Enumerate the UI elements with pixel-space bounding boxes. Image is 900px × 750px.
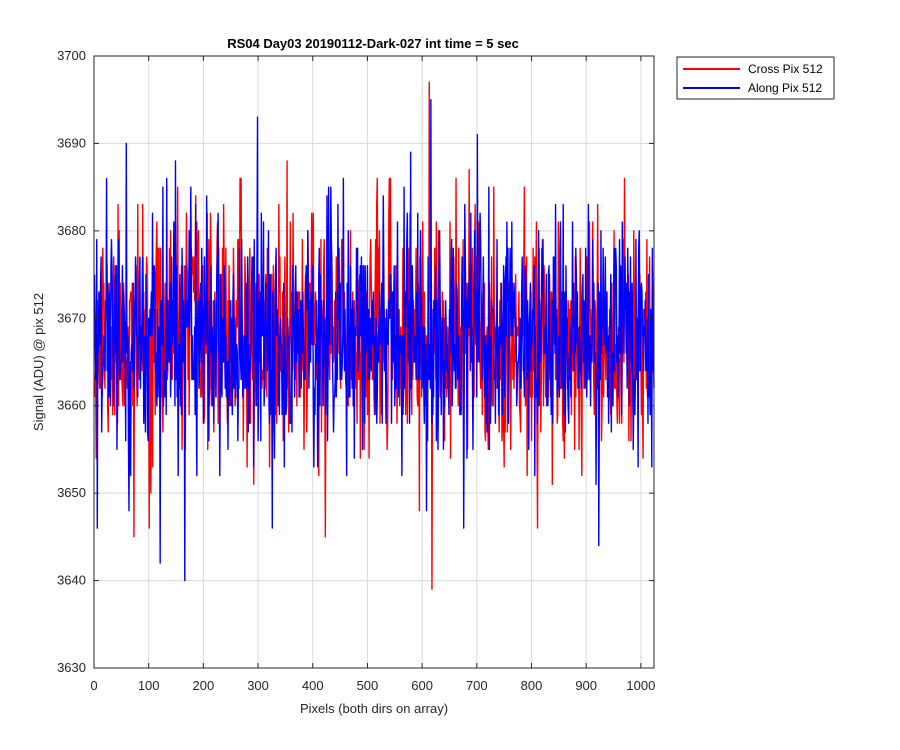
plot-frame <box>93 55 655 669</box>
x-tick-label: 400 <box>302 678 324 693</box>
x-axis-label: Pixels (both dirs on array) <box>300 701 448 716</box>
x-tick-label: 100 <box>138 678 160 693</box>
y-tick-label: 3660 <box>57 398 86 413</box>
tick-layer: 0 100 200 300 400 500 600 700 800 900 1000 3630 3640… <box>57 48 655 693</box>
x-tick-label: 300 <box>247 678 269 693</box>
x-tick-label: 0 <box>90 678 97 693</box>
y-tick-label: 3640 <box>57 573 86 588</box>
legend: Cross Pix 512 Along Pix 512 <box>676 56 835 100</box>
x-tick-label: 1000 <box>626 678 655 693</box>
x-tick-label: 200 <box>193 678 215 693</box>
y-tick-label: 3670 <box>57 310 86 325</box>
series-line-along-pix <box>93 99 655 582</box>
y-tick-label: 3700 <box>57 48 86 63</box>
y-tick-label: 3680 <box>57 223 86 238</box>
y-axis-label: Signal (ADU) @ pix 512 <box>31 293 46 431</box>
legend-box <box>676 56 835 100</box>
x-tick-label: 500 <box>357 678 379 693</box>
y-tick-label: 3650 <box>57 485 86 500</box>
x-tick-label: 600 <box>411 678 433 693</box>
x-tick-label: 800 <box>521 678 543 693</box>
x-tick-label: 700 <box>466 678 488 693</box>
legend-label-along: Along Pix 512 <box>748 81 822 95</box>
y-tick-label: 3630 <box>57 660 86 675</box>
series-layer <box>93 81 655 591</box>
y-tick-label: 3690 <box>57 135 86 150</box>
legend-label-cross: Cross Pix 512 <box>748 62 823 76</box>
x-tick-label: 900 <box>575 678 597 693</box>
chart-title: RS04 Day03 20190112-Dark-027 int time = … <box>227 36 519 51</box>
